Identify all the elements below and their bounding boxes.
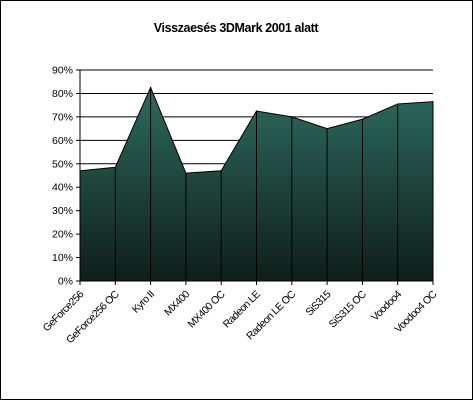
y-tick-label: 60%: [52, 135, 73, 147]
data-point-radeon-le-oc: [291, 116, 293, 118]
y-axis-tick-labels: 0% 10% 20% 30% 40% 50% 60% 70% 80% 90%: [52, 65, 73, 288]
y-tick-label: 90%: [52, 65, 73, 77]
y-tick-label: 0%: [58, 276, 73, 288]
x-tick-label: SiS315: [303, 288, 333, 318]
x-tick-label: Voodoo4: [369, 288, 404, 323]
data-point-voodoo4: [397, 103, 399, 105]
axes: [76, 69, 434, 285]
y-tick-label: 70%: [52, 111, 73, 123]
data-point-mx400: [185, 172, 187, 174]
y-tick-label: 30%: [52, 205, 73, 217]
y-tick-label: 80%: [52, 88, 73, 100]
data-point-mx400-oc: [220, 170, 222, 172]
area-series: [79, 86, 434, 282]
y-tick-label: 10%: [52, 252, 73, 264]
chart-title: Visszaesés 3DMark 2001 alatt: [154, 21, 320, 35]
x-tick-label: SiS315 OC: [327, 288, 370, 331]
data-point-sis315: [326, 128, 328, 130]
data-point-voodoo4-oc: [432, 101, 434, 103]
data-point-radeon-le: [255, 110, 258, 112]
y-tick-label: 50%: [52, 158, 73, 170]
y-tick-label: 20%: [52, 229, 73, 241]
y-tick-label: 40%: [52, 182, 73, 194]
data-point-kyro-ii: [150, 86, 152, 89]
x-tick-label: Kyro II: [130, 289, 157, 316]
data-point-sis315-oc: [361, 118, 363, 120]
data-point-geforce256-oc: [114, 166, 116, 168]
x-tick-label: MX400: [162, 288, 192, 318]
